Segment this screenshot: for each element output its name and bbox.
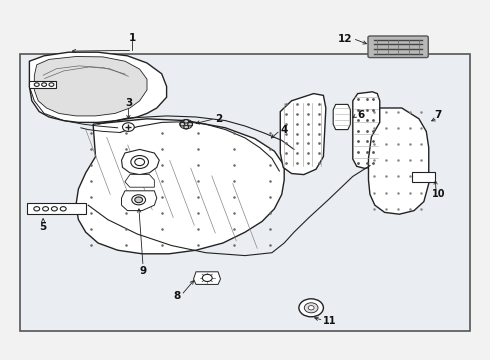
Circle shape xyxy=(135,197,143,203)
Circle shape xyxy=(34,207,40,211)
Circle shape xyxy=(184,125,189,129)
Circle shape xyxy=(51,207,57,211)
Bar xyxy=(20,54,470,331)
Circle shape xyxy=(135,158,145,166)
Polygon shape xyxy=(280,94,326,175)
Text: 10: 10 xyxy=(432,189,445,199)
Circle shape xyxy=(60,207,66,211)
Polygon shape xyxy=(353,92,380,168)
Text: 8: 8 xyxy=(173,291,180,301)
Circle shape xyxy=(42,83,47,86)
Polygon shape xyxy=(76,119,284,254)
Polygon shape xyxy=(29,52,167,122)
Circle shape xyxy=(308,306,314,310)
Polygon shape xyxy=(368,108,429,214)
Text: 12: 12 xyxy=(337,33,352,44)
Text: 6: 6 xyxy=(358,110,365,120)
Text: 2: 2 xyxy=(216,114,223,124)
Text: 1: 1 xyxy=(129,33,136,43)
Polygon shape xyxy=(194,272,220,284)
FancyBboxPatch shape xyxy=(368,36,428,58)
Circle shape xyxy=(202,274,212,282)
Text: 9: 9 xyxy=(140,266,147,276)
Text: 5: 5 xyxy=(40,222,47,232)
Bar xyxy=(412,172,435,182)
Polygon shape xyxy=(125,175,154,187)
Bar xyxy=(27,203,86,214)
Text: 3: 3 xyxy=(126,98,133,108)
Circle shape xyxy=(131,156,148,168)
Circle shape xyxy=(304,303,318,313)
Circle shape xyxy=(34,83,39,86)
Text: 11: 11 xyxy=(323,316,337,326)
Circle shape xyxy=(188,122,193,126)
Polygon shape xyxy=(34,57,147,116)
Circle shape xyxy=(184,120,189,123)
Text: 7: 7 xyxy=(434,110,441,120)
Circle shape xyxy=(299,299,323,317)
Circle shape xyxy=(43,207,49,211)
Polygon shape xyxy=(29,81,56,88)
Polygon shape xyxy=(122,149,159,175)
Circle shape xyxy=(180,122,185,126)
Text: 4: 4 xyxy=(280,125,288,135)
Polygon shape xyxy=(333,104,350,130)
Circle shape xyxy=(122,123,134,131)
Polygon shape xyxy=(122,191,157,211)
Circle shape xyxy=(49,83,54,86)
Circle shape xyxy=(132,195,146,205)
